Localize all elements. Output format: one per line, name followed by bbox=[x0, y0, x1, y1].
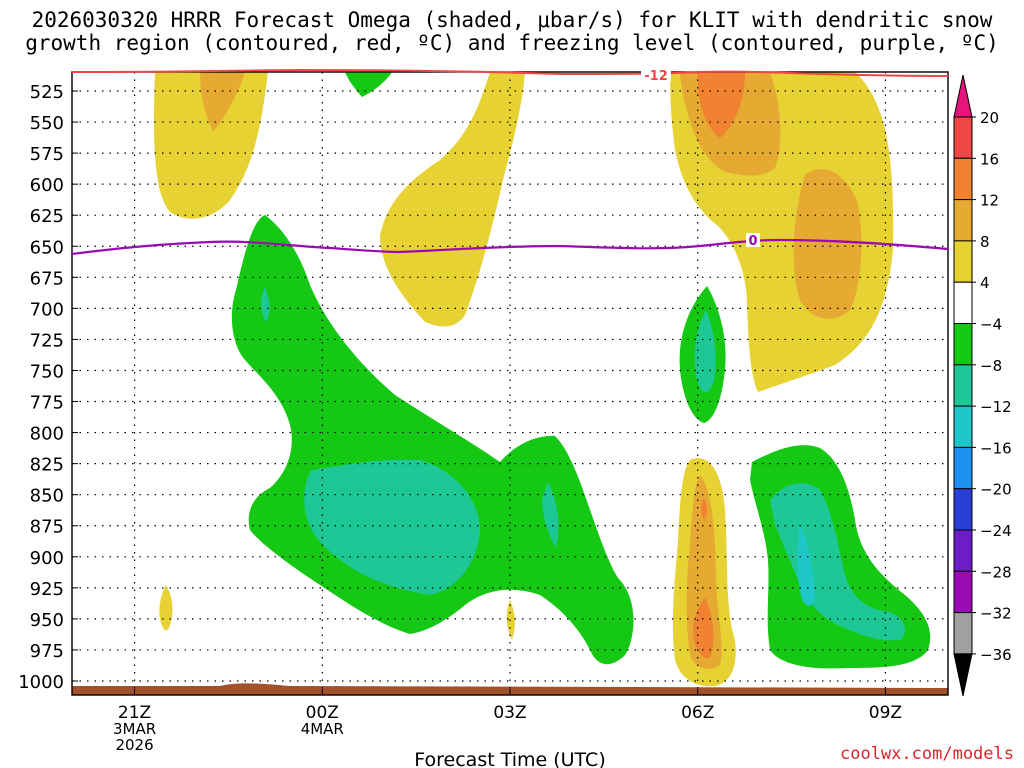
colorbar-box-1 bbox=[953, 157, 973, 201]
x-tick-label-00Z-0: 00Z bbox=[306, 703, 339, 723]
chart-title-line-2: growth region (contoured, red, ºC) and f… bbox=[25, 31, 999, 55]
grid bbox=[72, 72, 948, 695]
y-tick-label-975: 975 bbox=[30, 641, 64, 662]
chart-title-line-1: 2026030320 HRRR Forecast Omega (shaded, … bbox=[31, 8, 993, 32]
colorbar-box-2 bbox=[953, 199, 973, 242]
colorbar-box-12 bbox=[953, 612, 973, 655]
contour-dendritic-label: -12 bbox=[644, 69, 668, 84]
y-tick-label-1000: 1000 bbox=[18, 672, 64, 693]
colorbar-label--36: −36 bbox=[980, 646, 1012, 664]
colorbar-box-9 bbox=[953, 488, 973, 531]
colorbar-box-7 bbox=[953, 405, 973, 448]
x-tick-label-21Z-1: 3MAR bbox=[113, 720, 156, 738]
omega-region-small-yellow-2 bbox=[506, 600, 515, 640]
colorbar-box-3 bbox=[953, 240, 973, 283]
colorbar-label-16: 16 bbox=[980, 150, 999, 168]
contour-freezing-label-bg bbox=[746, 233, 760, 247]
y-tick-label-725: 725 bbox=[30, 330, 64, 351]
y-tick-label-875: 875 bbox=[30, 517, 64, 538]
y-tick-label-550: 550 bbox=[30, 113, 64, 134]
contour-freezing-label: 0 bbox=[748, 234, 757, 249]
y-tick-label-750: 750 bbox=[30, 361, 64, 382]
colorbar-label--16: −16 bbox=[980, 439, 1012, 457]
omega-region-upward-left-core bbox=[200, 72, 245, 132]
colorbar-label-4: 4 bbox=[980, 274, 990, 292]
omega-region-middle-yellow bbox=[380, 72, 525, 327]
colorbar-label--32: −32 bbox=[980, 605, 1012, 623]
omega-region-right-orange-lower bbox=[793, 169, 862, 319]
omega-region-lower-right-cyan bbox=[797, 525, 816, 606]
x-tick-label-00Z-1: 4MAR bbox=[301, 720, 344, 738]
colorbar-label--20: −20 bbox=[980, 481, 1012, 499]
colorbar-box-4 bbox=[953, 281, 973, 325]
x-tick-label-06Z-0: 06Z bbox=[681, 703, 714, 723]
y-tick-label-650: 650 bbox=[30, 237, 64, 258]
omega-region-small-teal-2 bbox=[542, 482, 559, 548]
colorbar-label--24: −24 bbox=[980, 522, 1012, 540]
colorbar-box-0 bbox=[953, 116, 973, 159]
y-tick-label-525: 525 bbox=[30, 82, 64, 103]
colorbar-box-5 bbox=[953, 323, 973, 366]
x-tick-label-21Z-0: 21Z bbox=[118, 703, 151, 723]
colorbar-label--8: −8 bbox=[980, 357, 1002, 375]
colorbar-label-12: 12 bbox=[980, 192, 999, 210]
contour-freezing-level bbox=[71, 238, 949, 256]
colorbar-box-11 bbox=[953, 570, 973, 614]
omega-region-small-yellow-1 bbox=[159, 585, 173, 631]
y-tick-label-850: 850 bbox=[30, 486, 64, 507]
y-axis-tick-labels: 525 550 575 600 625 650 675 700 725 750 775 800 825 8… bbox=[18, 82, 64, 693]
omega-region-lower-deep-orange-small bbox=[701, 498, 707, 520]
contour-dendritic-label-bg bbox=[641, 68, 671, 82]
colorbar-label--28: −28 bbox=[980, 563, 1012, 581]
contour-dendritic-growth bbox=[71, 68, 949, 77]
y-tick-label-925: 925 bbox=[30, 579, 64, 600]
x-tick-label-03Z-0: 03Z bbox=[493, 703, 526, 723]
colorbar-label-20: 20 bbox=[980, 109, 999, 127]
x-axis-label: Forecast Time (UTC) bbox=[414, 749, 605, 768]
colorbar: 20 16 12 8 4 −4 −8 −12 −16 −20 −24 −28 −32 −36 bbox=[953, 74, 1012, 697]
y-tick-label-700: 700 bbox=[30, 299, 64, 320]
omega-region-mid-teal-oval bbox=[694, 310, 716, 393]
y-tick-label-625: 625 bbox=[30, 206, 64, 227]
y-tick-label-600: 600 bbox=[30, 175, 64, 196]
y-tick-label-800: 800 bbox=[30, 424, 64, 445]
y-tick-label-900: 900 bbox=[30, 548, 64, 569]
colorbar-label--12: −12 bbox=[980, 398, 1012, 416]
omega-region-main-teal bbox=[304, 459, 480, 595]
colorbar-top-arrow bbox=[953, 74, 973, 118]
colorbar-box-10 bbox=[953, 529, 973, 572]
x-tick-label-21Z-2: 2026 bbox=[115, 736, 153, 754]
x-tick-label-09Z-0: 09Z bbox=[869, 703, 902, 723]
colorbar-box-8 bbox=[953, 446, 973, 490]
omega-shading bbox=[72, 72, 948, 695]
colorbar-label--4: −4 bbox=[980, 316, 1002, 334]
credit-text: coolwx.com/models bbox=[840, 744, 1014, 764]
omega-region-small-teal-1 bbox=[260, 287, 270, 322]
colorbar-bottom-arrow bbox=[953, 653, 973, 697]
y-tick-label-950: 950 bbox=[30, 610, 64, 631]
omega-region-lower-right-teal bbox=[770, 483, 906, 641]
y-tick-label-675: 675 bbox=[30, 268, 64, 289]
omega-region-small-green-top bbox=[345, 72, 392, 97]
contours: -12 0 bbox=[71, 68, 949, 256]
colorbar-box-6 bbox=[953, 364, 973, 407]
y-tick-label-575: 575 bbox=[30, 144, 64, 165]
y-tick-label-775: 775 bbox=[30, 393, 64, 414]
y-tick-label-825: 825 bbox=[30, 455, 64, 476]
colorbar-label-8: 8 bbox=[980, 233, 990, 251]
omega-region-upward-left bbox=[153, 72, 268, 219]
